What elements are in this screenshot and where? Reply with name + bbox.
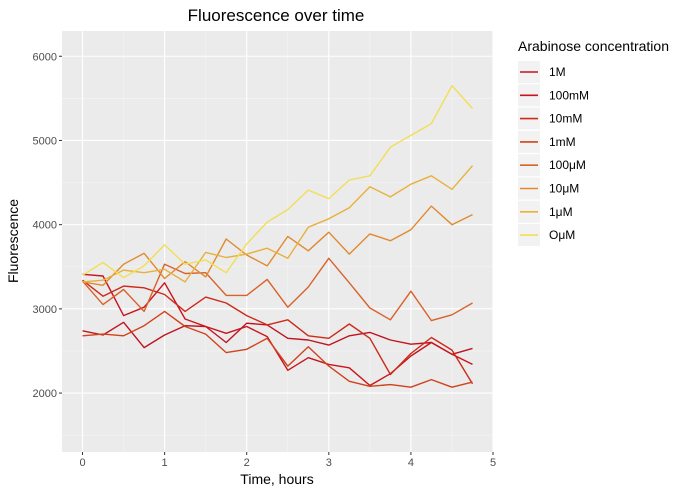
y-tick-label: 5000 — [33, 135, 57, 147]
legend-label-5: 10μM — [549, 182, 579, 196]
y-tick-label: 3000 — [33, 304, 57, 316]
series-line-0 — [82, 321, 473, 355]
series-line-6 — [82, 165, 474, 283]
x-axis-title: Time, hours — [240, 471, 313, 487]
grid-major — [62, 31, 494, 452]
y-axis-title: Fluorescence — [5, 199, 21, 283]
series-line-7 — [82, 84, 474, 279]
legend-label-3: 1mM — [549, 135, 576, 149]
series-line-5 — [82, 205, 473, 286]
x-axis-ticks: 0 1 2 3 4 5 — [79, 452, 496, 469]
x-tick-label: 3 — [326, 457, 332, 469]
legend-label-7: OμM — [549, 228, 575, 242]
legend-label-2: 10mM — [549, 112, 582, 126]
grid-minor — [62, 31, 493, 452]
legend-title: Arabinose concentration — [518, 38, 669, 54]
series-lines — [81, 84, 474, 388]
x-tick-label: 1 — [162, 457, 168, 469]
series-line-2 — [82, 279, 474, 385]
y-axis-ticks: 2000 3000 4000 5000 6000 — [33, 51, 62, 400]
legend-items: 1M 100mM 10mM 1mM 100μM 10μM 1μM OμM — [518, 61, 589, 247]
series-line-4 — [81, 257, 473, 322]
plot-panel — [62, 31, 493, 452]
legend-label-4: 100μM — [549, 158, 586, 172]
x-tick-label: 0 — [79, 457, 85, 469]
legend: Arabinose concentration 1M 100mM 10mM 1mM 10… — [518, 38, 669, 247]
legend-label-1: 100mM — [549, 88, 589, 102]
x-tick-label: 4 — [408, 457, 414, 469]
y-tick-label: 2000 — [33, 388, 57, 400]
x-tick-label: 5 — [490, 457, 496, 469]
y-tick-label: 6000 — [33, 51, 57, 63]
x-tick-label: 2 — [244, 457, 250, 469]
series-line-3 — [82, 310, 473, 388]
chart-title: Fluorescence over time — [188, 6, 365, 25]
legend-label-6: 1μM — [549, 205, 573, 219]
legend-label-0: 1M — [549, 65, 566, 79]
y-tick-label: 4000 — [33, 220, 57, 232]
